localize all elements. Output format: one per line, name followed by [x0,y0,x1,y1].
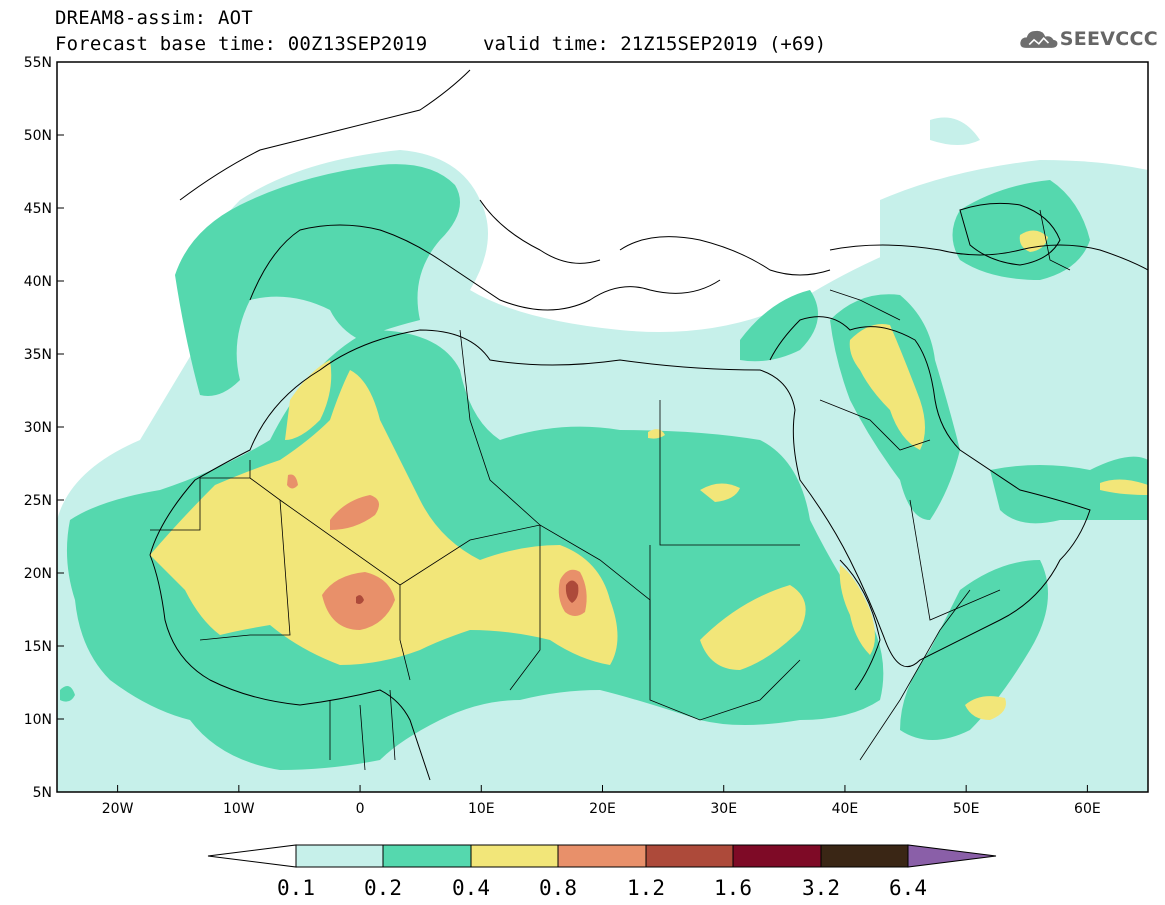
colorbar-swatch-3 [470,844,559,868]
longitude-axis: 20W 10W 0 10E 20E 30E 40E 50E 60E [102,785,1101,817]
lat-tick-label: 25N [24,493,52,509]
seevccc-logo: SEEVCCC [1018,24,1158,54]
aot-band-0.4 [150,230,1148,720]
lon-tick-label: 50E [953,801,980,817]
lat-tick-label: 35N [24,347,52,363]
colorbar-swatch-2 [382,844,472,868]
colorbar-label: 0.4 [452,876,490,900]
lat-tick-label: 15N [24,639,52,655]
lon-tick-label: 20W [102,801,134,817]
lon-tick-label: 0 [356,801,365,817]
colorbar-label: 0.2 [364,876,402,900]
lon-tick-label: 60E [1074,801,1101,817]
lat-tick-label: 20N [24,566,52,582]
lon-tick-label: 10E [468,801,495,817]
colorbar-label: 1.2 [627,876,665,900]
colorbar-under-arrow [207,844,297,868]
lon-tick-label: 20E [589,801,616,817]
lat-tick-label: 55N [24,55,52,71]
lat-tick-label: 5N [33,785,52,801]
country-borders [150,209,1071,771]
map-title: DREAM8-assim: AOT [55,7,253,29]
colorbar-over-arrow [907,844,997,868]
lat-tick-label: 10N [24,712,52,728]
colorbar [207,844,997,868]
logo-text: SEEVCCC [1059,28,1158,50]
colorbar-swatch-4 [557,844,647,868]
coastlines [149,69,1148,781]
colorbar-swatch-5 [645,844,734,868]
colorbar-label: 1.6 [714,876,752,900]
latitude-axis: 55N 50N 45N 40N 35N 30N 25N 20N 15N 10N 5N [24,55,64,801]
lon-tick-label: 10W [223,801,255,817]
colorbar-swatch-7 [820,844,909,868]
valid-time: valid time: 21Z15SEP2019 (+69) [483,33,827,55]
colorbar-swatch-6 [732,844,822,868]
lat-tick-label: 40N [24,274,52,290]
lat-tick-label: 45N [24,201,52,217]
colorbar-label: 0.1 [277,876,315,900]
colorbar-label: 3.2 [802,876,840,900]
forecast-base-time: Forecast base time: 00Z13SEP2019 [55,33,428,55]
lat-tick-label: 30N [24,420,52,436]
aot-band-1.2 [356,580,579,604]
lon-tick-label: 30E [710,801,737,817]
lat-tick-label: 50N [24,128,52,144]
aot-fields [57,117,1148,792]
colorbar-label: 6.4 [889,876,927,900]
lon-tick-label: 40E [832,801,859,817]
colorbar-label: 0.8 [539,876,577,900]
cloud-icon [1020,30,1058,48]
colorbar-swatch-1 [295,844,384,868]
aot-band-0.2 [60,164,1148,770]
